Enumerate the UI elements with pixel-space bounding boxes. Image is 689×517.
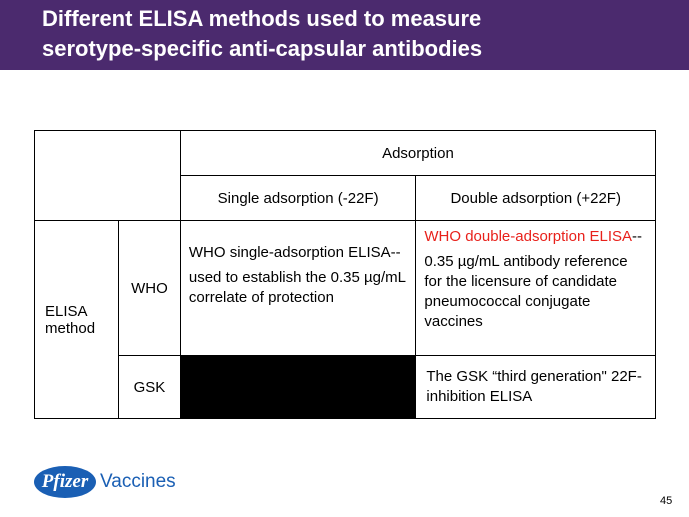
who-single-cell: WHO single-adsorption ELISA-- used to es… <box>179 220 417 356</box>
who-single-desc: used to establish the 0.35 µg/mL correla… <box>188 269 406 306</box>
title-bar: Different ELISA methods used to measure … <box>0 0 689 70</box>
single-adsorption-header: Single adsorption (-22F) <box>179 175 417 221</box>
empty-corner-cell <box>34 130 181 221</box>
gsk-row-label: GSK <box>117 355 181 419</box>
slide-title-line-1: Different ELISA methods used to measure <box>42 6 482 31</box>
who-double-dashes: -- <box>632 228 642 245</box>
gsk-double-cell: The GSK “third generation" 22F-inhibitio… <box>415 355 656 419</box>
gsk-double-text: The GSK “third generation" 22F-inhibitio… <box>426 368 642 405</box>
vaccines-label: Vaccines <box>100 471 176 492</box>
adsorption-header: Adsorption <box>179 130 657 176</box>
who-row-label: WHO <box>117 220 181 356</box>
double-adsorption-header: Double adsorption (+22F) <box>415 175 656 221</box>
pfizer-logo-text: Pfizer <box>41 471 89 492</box>
elisa-methods-table: Adsorption Single adsorption (-22F) Doub… <box>34 130 657 419</box>
who-single-title: WHO single-adsorption ELISA-- <box>188 244 401 261</box>
row-group-label: ELISA method <box>34 220 119 419</box>
slide-title-line-2: serotype-specific anti-capsular antibodi… <box>42 36 483 61</box>
gsk-single-blacked-out-cell <box>179 355 417 419</box>
who-double-desc: 0.35 µg/mL antibody reference for the li… <box>424 253 628 330</box>
elisa-method-label: ELISA method <box>45 302 96 337</box>
who-double-title: WHO double-adsorption ELISA <box>424 228 632 245</box>
who-double-title-line: WHO double-adsorption ELISA-- <box>424 227 647 247</box>
page-number: 45 <box>660 495 673 507</box>
pfizer-logo: Pfizer <box>34 466 96 498</box>
who-double-cell: WHO double-adsorption ELISA-- 0.35 µg/mL… <box>415 220 656 356</box>
